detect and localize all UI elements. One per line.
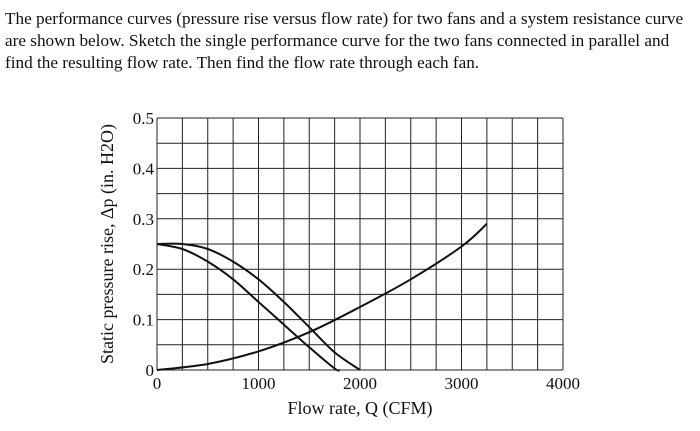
x-tick-labels: 0 1000 2000 3000 4000 [153, 374, 580, 393]
problem-text: The performance curves (pressure rise ve… [5, 9, 684, 72]
x-tick-label: 2000 [343, 374, 377, 393]
series-curve-2 [156, 242, 361, 371]
y-axis-label: Static pressure rise, Δp (in. H2O) [97, 124, 118, 364]
chart-grid [156, 117, 564, 371]
y-tick-label: 0.5 [133, 109, 154, 128]
series-curve-3 [156, 223, 488, 371]
series-curve-1 [156, 243, 341, 372]
x-tick-label: 4000 [546, 374, 580, 393]
y-tick-label: 0 [146, 361, 155, 380]
axis-labels: Flow rate, Q (CFM) Static pressure rise, … [97, 124, 433, 419]
problem-statement: The performance curves (pressure rise ve… [5, 8, 695, 74]
x-tick-label: 0 [153, 374, 162, 393]
y-tick-label: 0.3 [133, 210, 154, 229]
y-tick-label: 0.4 [133, 159, 155, 178]
x-tick-label: 1000 [242, 374, 276, 393]
chart-curves [156, 223, 488, 372]
y-tick-labels: 0 0.1 0.2 0.3 0.4 0.5 [133, 109, 155, 380]
x-tick-label: 3000 [445, 374, 479, 393]
x-axis-label: Flow rate, Q (CFM) [288, 398, 433, 419]
y-tick-label: 0.2 [133, 260, 154, 279]
y-tick-label: 0.1 [133, 311, 154, 330]
